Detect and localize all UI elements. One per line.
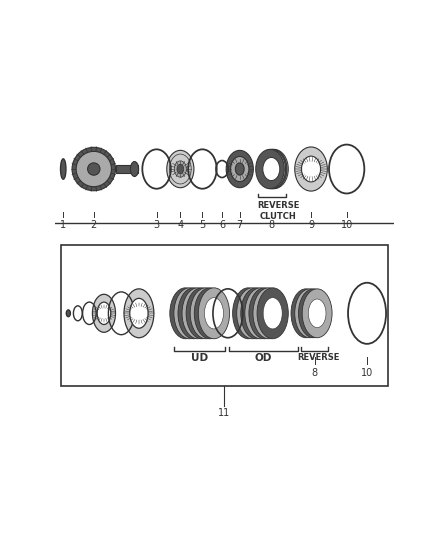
Text: 10: 10 (361, 368, 373, 377)
Ellipse shape (291, 289, 321, 338)
Ellipse shape (260, 149, 288, 189)
Text: UD: UD (191, 353, 208, 364)
Ellipse shape (243, 297, 262, 329)
Ellipse shape (253, 288, 284, 339)
Ellipse shape (249, 288, 280, 339)
Ellipse shape (251, 297, 270, 329)
Text: 4: 4 (177, 220, 184, 230)
Ellipse shape (192, 297, 211, 329)
Ellipse shape (124, 289, 154, 338)
Text: REVERSE
CLUTCH: REVERSE CLUTCH (257, 200, 300, 221)
Ellipse shape (186, 288, 217, 339)
Ellipse shape (263, 297, 282, 329)
Ellipse shape (194, 288, 226, 339)
Ellipse shape (76, 151, 111, 187)
Ellipse shape (245, 288, 276, 339)
Ellipse shape (131, 161, 138, 176)
Text: 1: 1 (60, 220, 66, 230)
Bar (61, 245, 388, 386)
Ellipse shape (174, 161, 187, 177)
Ellipse shape (180, 297, 199, 329)
Ellipse shape (239, 297, 258, 329)
Ellipse shape (295, 147, 327, 191)
Ellipse shape (298, 289, 328, 338)
Ellipse shape (88, 163, 100, 175)
Ellipse shape (66, 310, 71, 317)
Bar (116, 165, 138, 173)
Ellipse shape (198, 288, 230, 339)
Ellipse shape (256, 149, 284, 189)
Text: 10: 10 (341, 220, 353, 230)
Text: 6: 6 (219, 220, 225, 230)
Ellipse shape (167, 150, 194, 188)
Ellipse shape (200, 297, 219, 329)
Ellipse shape (257, 149, 286, 189)
Ellipse shape (92, 294, 116, 332)
Ellipse shape (196, 297, 215, 329)
Ellipse shape (258, 149, 287, 189)
Ellipse shape (241, 288, 272, 339)
Ellipse shape (304, 299, 322, 328)
Ellipse shape (72, 147, 116, 191)
Ellipse shape (226, 150, 253, 188)
Ellipse shape (235, 163, 244, 175)
Ellipse shape (205, 297, 223, 329)
Ellipse shape (255, 297, 274, 329)
Text: REVERSE: REVERSE (297, 353, 340, 362)
Ellipse shape (230, 157, 249, 182)
Ellipse shape (60, 159, 66, 179)
Ellipse shape (237, 288, 268, 339)
Ellipse shape (308, 299, 326, 328)
Ellipse shape (177, 164, 184, 174)
Text: 3: 3 (154, 220, 159, 230)
Text: 9: 9 (308, 220, 314, 230)
Ellipse shape (97, 302, 111, 325)
Ellipse shape (190, 288, 222, 339)
Ellipse shape (295, 289, 325, 338)
Text: 7: 7 (237, 220, 243, 230)
Ellipse shape (176, 297, 195, 329)
Text: 11: 11 (219, 408, 230, 418)
Ellipse shape (263, 157, 280, 181)
Ellipse shape (259, 297, 278, 329)
Ellipse shape (184, 297, 203, 329)
Text: 5: 5 (199, 220, 205, 230)
Text: 8: 8 (268, 220, 274, 230)
Ellipse shape (170, 288, 201, 339)
Text: 8: 8 (312, 368, 318, 377)
Text: OD: OD (254, 353, 272, 364)
Ellipse shape (301, 156, 321, 182)
Ellipse shape (233, 288, 264, 339)
Ellipse shape (178, 288, 209, 339)
Ellipse shape (130, 298, 148, 328)
Ellipse shape (182, 288, 213, 339)
Ellipse shape (301, 299, 318, 328)
Ellipse shape (174, 288, 205, 339)
Ellipse shape (257, 288, 288, 339)
Ellipse shape (302, 289, 332, 338)
Ellipse shape (247, 297, 266, 329)
Ellipse shape (188, 297, 207, 329)
Ellipse shape (297, 299, 315, 328)
Text: 2: 2 (91, 220, 97, 230)
